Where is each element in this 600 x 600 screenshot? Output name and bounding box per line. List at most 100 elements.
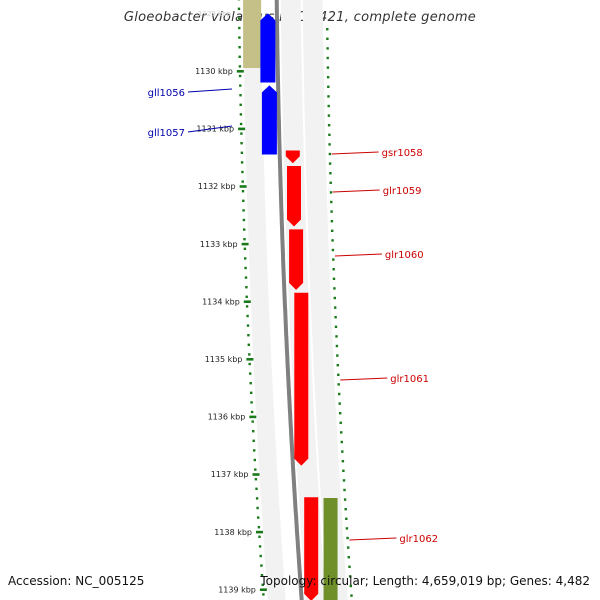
scale-dot bbox=[240, 151, 244, 154]
scale-dot bbox=[238, 46, 241, 49]
scale-tick-label: 1133 kbp bbox=[200, 240, 238, 249]
gene-glr1062[interactable] bbox=[304, 497, 319, 600]
scale-tick bbox=[252, 473, 260, 476]
outer-dot bbox=[329, 181, 332, 184]
scale-dot bbox=[254, 468, 257, 471]
olive-feature bbox=[243, 0, 262, 68]
scale-dot bbox=[237, 17, 241, 20]
scale-dot bbox=[258, 545, 262, 548]
minus-track-band bbox=[242, 0, 286, 600]
scale-tick bbox=[239, 185, 247, 188]
gene-gll1056[interactable] bbox=[260, 13, 276, 83]
gene-label[interactable]: gll1057 bbox=[148, 128, 185, 139]
scale-dot bbox=[250, 391, 253, 394]
gene-features bbox=[243, 0, 338, 600]
outer-dot bbox=[334, 325, 338, 328]
scale-tick bbox=[259, 588, 267, 591]
scale-dot bbox=[238, 65, 242, 68]
outer-dot bbox=[343, 498, 347, 501]
outer-dot bbox=[347, 556, 350, 559]
scale-tick-label: 1137 kbp bbox=[211, 470, 249, 479]
outer-dot bbox=[330, 210, 333, 213]
scale-dot bbox=[240, 132, 243, 135]
outer-dot bbox=[348, 575, 352, 578]
scale-dot bbox=[238, 36, 241, 39]
scale-dot bbox=[243, 238, 246, 241]
gene-label[interactable]: gsr1058 bbox=[382, 148, 423, 159]
scale-dot bbox=[261, 583, 264, 586]
gene-label[interactable]: glr1060 bbox=[385, 250, 424, 261]
scale-tick bbox=[246, 358, 254, 361]
scale-dot bbox=[245, 305, 249, 308]
outer-dot bbox=[331, 248, 335, 252]
outer-ring-dots bbox=[326, 28, 353, 597]
scale-tick bbox=[243, 300, 251, 303]
scale-tick-label: 1134 kbp bbox=[202, 297, 240, 306]
scale-dot bbox=[248, 362, 251, 366]
scale-dot bbox=[257, 516, 260, 519]
outer-dot bbox=[345, 527, 349, 530]
outer-dot bbox=[326, 28, 329, 31]
outer-dot bbox=[337, 383, 340, 386]
scale-tick bbox=[241, 242, 249, 246]
outer-dot bbox=[327, 95, 330, 98]
scale-dot bbox=[260, 564, 263, 567]
scale-tick-label: 1131 kbp bbox=[196, 125, 234, 134]
outer-dot bbox=[348, 565, 351, 568]
scale-dot bbox=[240, 142, 243, 145]
outer-dot bbox=[344, 508, 347, 511]
scale-dot bbox=[255, 497, 259, 500]
outer-dot bbox=[326, 76, 330, 79]
outer-dot bbox=[330, 220, 334, 223]
gene-leader-line bbox=[332, 189, 380, 193]
scale-dot bbox=[242, 218, 246, 222]
outer-dot bbox=[335, 335, 338, 338]
scale-dot bbox=[245, 286, 248, 289]
scale-dot bbox=[244, 257, 247, 260]
outer-dot bbox=[340, 440, 343, 444]
outer-dot bbox=[340, 431, 343, 434]
gene-glr1060[interactable] bbox=[289, 229, 304, 290]
outer-dot bbox=[331, 239, 334, 242]
scale-tick-label: 1132 kbp bbox=[198, 182, 236, 191]
gene-label[interactable]: glr1062 bbox=[399, 534, 438, 545]
gene-label[interactable]: glr1061 bbox=[390, 374, 429, 385]
scale-dot bbox=[241, 170, 244, 174]
scale-dot bbox=[250, 401, 253, 404]
gene-label[interactable]: gll1056 bbox=[148, 88, 185, 99]
accession-text: Accession: NC_005125 bbox=[8, 574, 145, 588]
outer-dot bbox=[327, 85, 330, 88]
scale-dot bbox=[238, 26, 241, 30]
scale-dot bbox=[238, 74, 242, 78]
gene-labels: gll1056 gll1057 gsr1058 glr1059 glr1060 glr10… bbox=[148, 88, 438, 545]
scale-dot bbox=[258, 535, 261, 538]
gene-glr1059[interactable] bbox=[287, 166, 301, 227]
scale-dot bbox=[240, 161, 244, 164]
outer-dot bbox=[341, 450, 344, 453]
outer-dot bbox=[333, 296, 336, 300]
outer-dot bbox=[338, 402, 341, 405]
gene-gsr1058[interactable] bbox=[285, 150, 300, 164]
scale-dot bbox=[253, 449, 256, 452]
outer-dot bbox=[328, 152, 332, 156]
gene-gll1057[interactable] bbox=[261, 85, 277, 155]
scale-dot bbox=[250, 410, 254, 414]
gene-glr1061[interactable] bbox=[294, 292, 309, 466]
gene-leader-line bbox=[331, 151, 379, 155]
scale-ticks: 1130 kbp 1131 kbp 1132 kbp 1133 kbp 1134 kbp… bbox=[195, 67, 267, 594]
gene-label[interactable]: glr1059 bbox=[383, 186, 422, 197]
scale-dot bbox=[238, 55, 241, 58]
scale-dot bbox=[253, 458, 256, 462]
scale-dot bbox=[260, 574, 264, 577]
scale-dot bbox=[251, 420, 254, 423]
outer-dot bbox=[338, 392, 341, 396]
outer-dot bbox=[328, 133, 331, 136]
green-feature bbox=[323, 498, 338, 600]
scale-ring-dots bbox=[237, 0, 265, 596]
scale-dot bbox=[239, 103, 242, 106]
outer-dot bbox=[328, 143, 331, 146]
outer-dot bbox=[342, 479, 346, 482]
scale-dot bbox=[241, 190, 245, 193]
outer-dot bbox=[327, 104, 330, 108]
